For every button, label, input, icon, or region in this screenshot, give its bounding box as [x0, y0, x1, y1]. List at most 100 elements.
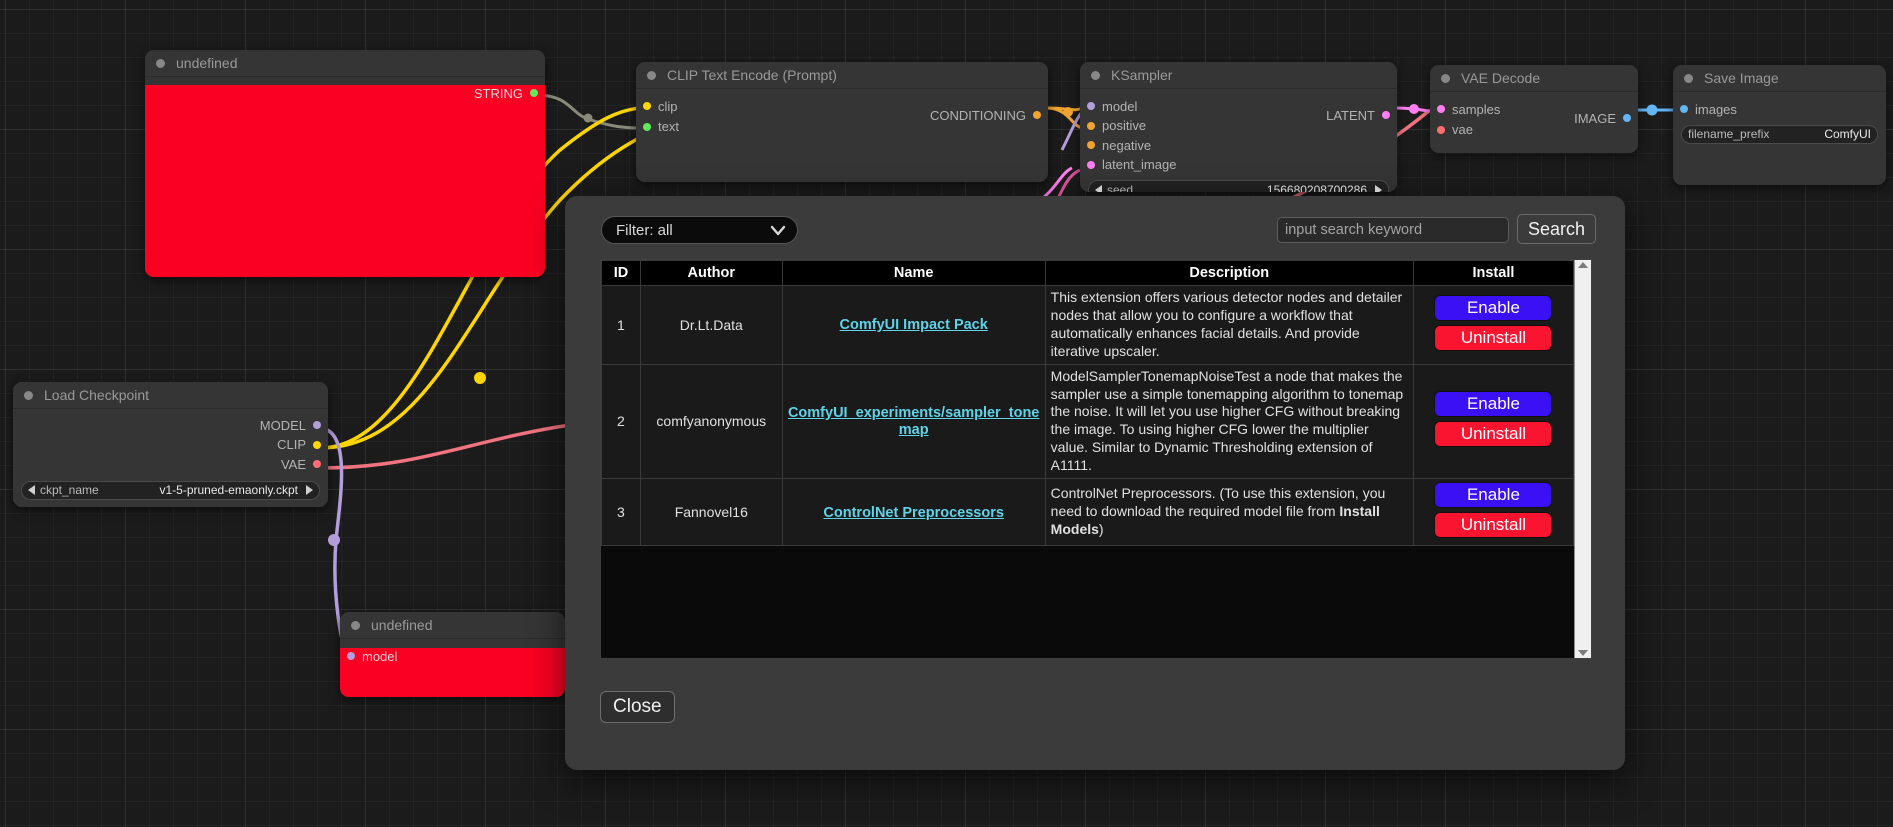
input-slot-label: samples: [1452, 101, 1501, 117]
extension-link[interactable]: ComfyUI Impact Pack: [839, 317, 988, 334]
input-dot-icon[interactable]: [1437, 125, 1445, 134]
column-header-id: ID: [601, 260, 641, 286]
extension-link[interactable]: ComfyUI_experiments/sampler_tonemap: [787, 405, 1040, 439]
collapse-dot-icon[interactable]: [1091, 70, 1100, 80]
node-output-model[interactable]: MODEL: [13, 417, 328, 434]
node-title-bar[interactable]: Save Image: [1673, 65, 1886, 92]
output-slot-label: IMAGE: [1574, 110, 1616, 126]
output-dot-icon[interactable]: [313, 421, 321, 430]
input-dot-icon[interactable]: [1087, 160, 1095, 169]
node-undefined-string[interactable]: undefined STRING: [145, 50, 545, 277]
node-input-negative[interactable]: negative: [1080, 137, 1397, 154]
collapse-dot-icon[interactable]: [1684, 73, 1693, 83]
node-title-bar[interactable]: Load Checkpoint: [13, 382, 328, 409]
widget-ckpt-name[interactable]: ckpt_name v1-5-pruned-emaonly.ckpt: [21, 480, 320, 500]
input-dot-icon[interactable]: [643, 102, 651, 111]
filter-select[interactable]: Filter: allFilter: installedFilter: not-…: [601, 216, 798, 244]
node-input-text[interactable]: text: [636, 119, 1048, 136]
input-dot-icon[interactable]: [1680, 105, 1688, 114]
input-dot-icon[interactable]: [643, 122, 651, 131]
node-title-label: undefined: [176, 55, 238, 71]
table-vertical-scrollbar[interactable]: [1574, 260, 1591, 658]
output-slot-label: STRING: [473, 85, 523, 101]
node-title-bar[interactable]: CLIP Text Encode (Prompt): [636, 62, 1048, 89]
extension-table-scroll-area[interactable]: ID Author Name Description Install 1 Dr.…: [601, 260, 1574, 658]
enable-button[interactable]: Enable: [1434, 294, 1553, 321]
input-dot-icon[interactable]: [1437, 105, 1445, 114]
stepper-right-icon[interactable]: [1375, 184, 1382, 192]
node-title-bar[interactable]: undefined: [145, 50, 545, 77]
input-dot-icon[interactable]: [1087, 141, 1095, 150]
node-vae-decode[interactable]: VAE Decode samples vae IMAGE: [1430, 65, 1638, 153]
node-input-model[interactable]: model: [1080, 98, 1397, 115]
node-output-conditioning[interactable]: CONDITIONING: [636, 107, 1048, 124]
collapse-dot-icon[interactable]: [1441, 73, 1450, 83]
widget-name-label: filename_prefix: [1688, 127, 1770, 141]
node-body: MODEL CLIP VAE ckpt_name v1-5-pruned-ema…: [13, 417, 328, 507]
node-body: images filename_prefix ComfyUI: [1673, 101, 1886, 185]
widget-filename-prefix[interactable]: filename_prefix ComfyUI: [1681, 124, 1878, 144]
uninstall-button[interactable]: Uninstall: [1434, 324, 1553, 351]
node-save-image[interactable]: Save Image images filename_prefix ComfyU…: [1673, 65, 1886, 185]
enable-button[interactable]: Enable: [1434, 391, 1553, 418]
node-input-latent-image[interactable]: latent_image: [1080, 157, 1397, 174]
node-input-images[interactable]: images: [1673, 101, 1886, 118]
input-dot-icon[interactable]: [347, 652, 355, 661]
uninstall-button[interactable]: Uninstall: [1434, 421, 1553, 448]
close-button[interactable]: Close: [600, 691, 675, 723]
input-dot-icon[interactable]: [1087, 102, 1095, 111]
enable-button[interactable]: Enable: [1434, 482, 1553, 509]
node-output-clip[interactable]: CLIP: [13, 437, 328, 454]
node-input-clip[interactable]: clip: [636, 98, 1048, 115]
node-input-samples[interactable]: samples: [1430, 101, 1638, 118]
node-title-bar[interactable]: undefined: [340, 612, 565, 639]
node-title-label: VAE Decode: [1461, 70, 1541, 86]
output-dot-icon[interactable]: [1382, 111, 1390, 120]
scroll-down-arrow-icon[interactable]: [1578, 650, 1588, 656]
node-input-model[interactable]: model: [340, 648, 565, 665]
output-dot-icon[interactable]: [313, 440, 321, 449]
node-undefined-model[interactable]: undefined model: [340, 612, 565, 697]
extension-link[interactable]: ControlNet Preprocessors: [823, 504, 1004, 521]
stepper-right-icon[interactable]: [306, 485, 313, 495]
node-output-image[interactable]: IMAGE: [1430, 110, 1638, 127]
node-title-bar[interactable]: KSampler: [1080, 62, 1397, 89]
input-dot-icon[interactable]: [1087, 121, 1095, 130]
node-input-positive[interactable]: positive: [1080, 118, 1397, 135]
output-slot-label: CLIP: [277, 437, 306, 453]
input-slot-label: negative: [1102, 137, 1152, 153]
search-button[interactable]: Search: [1517, 214, 1597, 244]
node-output-latent[interactable]: LATENT: [1080, 107, 1397, 124]
description-text-pre: ControlNet Preprocessors. (To use this e…: [1050, 485, 1386, 520]
widget-value-seed: 156680208700286: [1266, 182, 1367, 193]
output-dot-icon[interactable]: [313, 460, 321, 469]
node-load-checkpoint[interactable]: Load Checkpoint MODEL CLIP VAE ckpt_name…: [13, 382, 328, 507]
stepper-left-icon[interactable]: [28, 485, 35, 495]
description-text-bold: Install Models: [1050, 503, 1380, 538]
uninstall-button[interactable]: Uninstall: [1434, 512, 1553, 539]
node-body: clip text CONDITIONING: [636, 98, 1048, 182]
collapse-dot-icon[interactable]: [647, 70, 656, 80]
output-dot-icon[interactable]: [1623, 114, 1631, 123]
stepper-left-icon[interactable]: [1095, 184, 1102, 192]
node-output-string[interactable]: STRING: [145, 85, 545, 102]
node-input-vae[interactable]: vae: [1430, 122, 1638, 139]
collapse-dot-icon[interactable]: [156, 58, 165, 68]
node-clip-text-encode[interactable]: CLIP Text Encode (Prompt) clip text COND…: [636, 62, 1048, 182]
node-output-vae[interactable]: VAE: [13, 456, 328, 473]
cell-name: ComfyUI_experiments/sampler_tonemap: [781, 363, 1046, 480]
collapse-dot-icon[interactable]: [24, 390, 33, 400]
cell-author: comfyanonymous: [639, 363, 783, 480]
output-dot-icon[interactable]: [1033, 111, 1041, 120]
node-ksampler[interactable]: KSampler model positive negative latent_…: [1080, 62, 1397, 192]
input-slot-label: model: [1102, 98, 1138, 114]
output-dot-icon[interactable]: [530, 89, 538, 98]
table-header-row: ID Author Name Description Install: [601, 260, 1574, 286]
widget-seed[interactable]: seed 156680208700286: [1088, 180, 1389, 192]
collapse-dot-icon[interactable]: [351, 620, 360, 630]
cell-id: 2: [601, 363, 641, 480]
scroll-up-arrow-icon[interactable]: [1578, 262, 1588, 268]
search-input[interactable]: [1277, 217, 1509, 243]
node-title-label: CLIP Text Encode (Prompt): [667, 67, 837, 83]
node-title-bar[interactable]: VAE Decode: [1430, 65, 1638, 92]
